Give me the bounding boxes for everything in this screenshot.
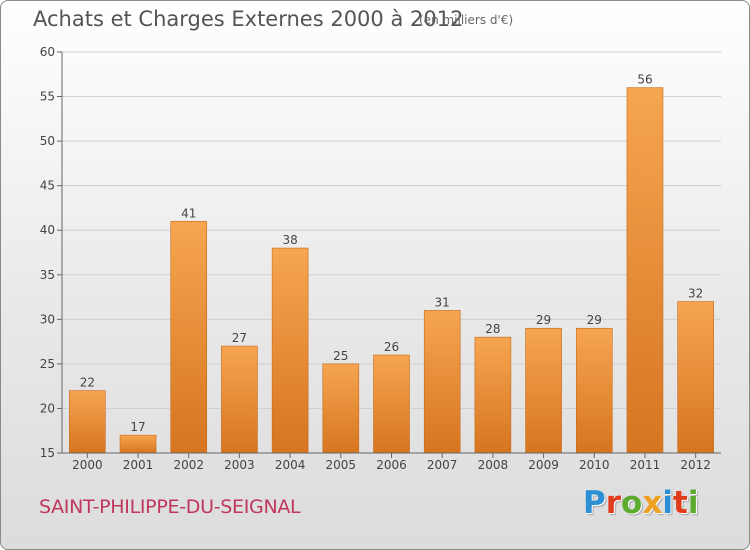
bar-2004: [271, 247, 309, 454]
y-tick-label: 30: [40, 312, 55, 326]
y-tick-label: 25: [40, 357, 55, 371]
x-tick-label: 2012: [680, 458, 711, 472]
bar-2002: [170, 221, 208, 454]
bar-2011: [626, 87, 664, 454]
brand-letter: t: [672, 485, 688, 521]
bar-value-label: 56: [637, 73, 652, 87]
y-tick-label: 45: [40, 179, 55, 193]
brand-letter: x: [642, 485, 663, 521]
chart-title: Achats et Charges Externes 2000 à 2012: [33, 7, 464, 31]
brand-letter: r: [605, 485, 622, 521]
bar-value-label: 38: [282, 233, 297, 247]
proxiti-logo[interactable]: Proxiti: [583, 485, 698, 521]
x-tick-label: 2008: [478, 458, 509, 472]
bar-value-label: 32: [688, 287, 703, 301]
x-tick-label: 2001: [123, 458, 154, 472]
bar-2009: [525, 327, 562, 454]
brand-letter: i: [687, 485, 699, 521]
bar-2001: [119, 434, 157, 454]
y-tick-label: 50: [40, 134, 55, 148]
y-tick-label: 15: [40, 446, 55, 460]
bar-value-label: 25: [333, 349, 348, 363]
y-tick-label: 20: [40, 401, 55, 415]
chart-subtitle: (en milliers d'€): [419, 13, 514, 27]
bars: 22 17 41 27 38 25 26 31 28 29 29 56 32: [69, 73, 714, 454]
bar-2000: [69, 390, 106, 454]
x-tick-label: 2004: [275, 458, 306, 472]
bar-2003: [221, 345, 258, 454]
bar-2008: [474, 336, 512, 454]
bar-value-label: 41: [181, 206, 196, 220]
y-tick-label: 35: [40, 268, 55, 282]
bar-value-label: 17: [130, 420, 145, 434]
y-tick-label: 60: [40, 45, 55, 59]
bar-2010: [575, 327, 613, 454]
bar-value-label: 22: [80, 376, 95, 390]
bar-value-label: 27: [232, 331, 247, 345]
x-tick-label: 2007: [427, 458, 458, 472]
bar-value-label: 26: [384, 340, 399, 354]
x-tick-label: 2006: [376, 458, 407, 472]
brand-letter: i: [662, 485, 673, 521]
x-tick-label: 2003: [224, 458, 255, 472]
x-tick-label: 2005: [326, 458, 357, 472]
bar-value-label: 29: [536, 313, 551, 327]
bar-2012: [677, 301, 714, 454]
x-tick-label: 2002: [173, 458, 204, 472]
y-tick-label: 55: [40, 90, 55, 104]
bar-value-label: 31: [435, 295, 450, 309]
bar-2006: [373, 354, 410, 454]
x-tick-label: 2011: [630, 458, 661, 472]
x-tick-label: 2009: [528, 458, 559, 472]
x-tick-label: 2000: [72, 458, 103, 472]
city-name: SAINT-PHILIPPE-DU-SEIGNAL: [39, 496, 301, 518]
bar-value-label: 29: [587, 313, 602, 327]
brand-letter: o: [621, 485, 643, 521]
axes: 15 20 25 30 35 40 45 50 55 60 2000 2001 2002 2003 2004…: [40, 45, 721, 472]
bar-2005: [322, 363, 360, 454]
x-tick-label: 2010: [579, 458, 610, 472]
y-tick-label: 40: [40, 223, 55, 237]
bar-value-label: 28: [485, 322, 500, 336]
brand-letter: P: [583, 485, 606, 521]
bar-2007: [423, 310, 461, 454]
